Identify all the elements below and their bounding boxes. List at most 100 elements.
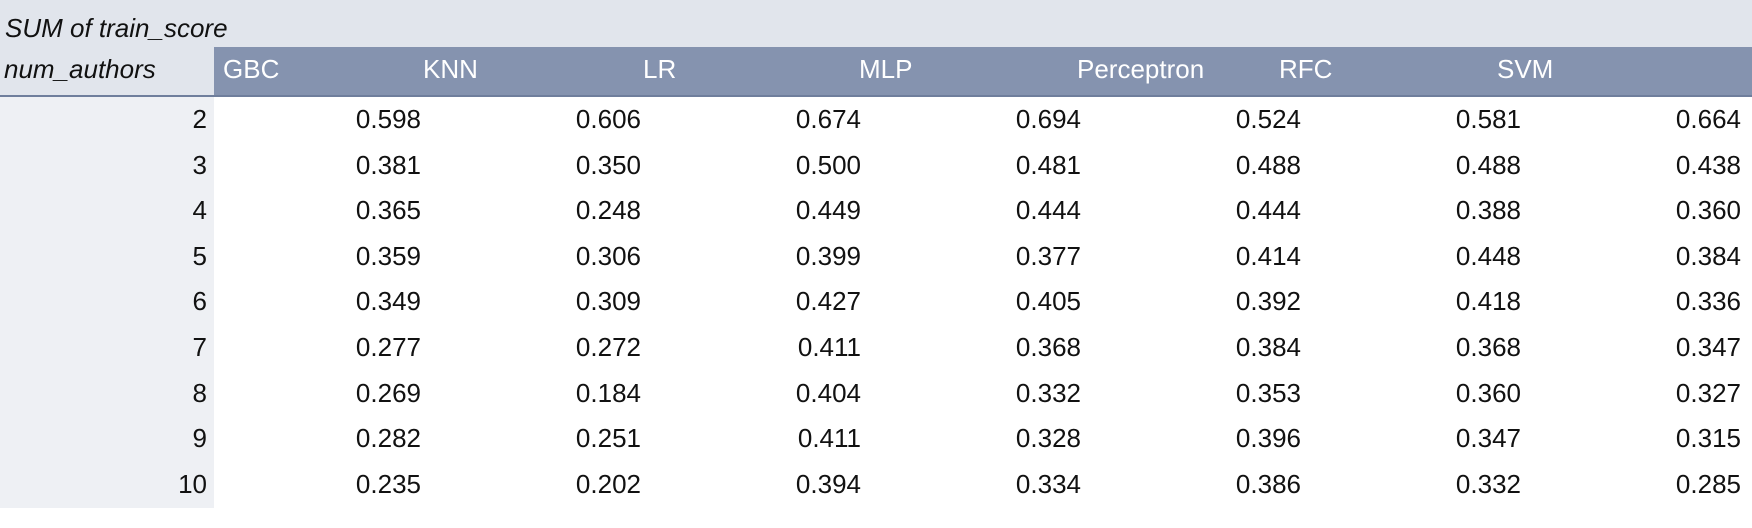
table-cell[interactable]: 0.184	[427, 371, 647, 417]
table-cell[interactable]: 0.360	[1527, 188, 1747, 234]
header-divider	[0, 95, 1752, 97]
cell-value: 0.448	[1455, 240, 1521, 271]
table-cell[interactable]: 0.581	[1307, 97, 1527, 143]
row-label-text: 2	[192, 104, 207, 134]
table-cell[interactable]: 0.272	[427, 325, 647, 371]
row-label[interactable]: 3	[0, 143, 214, 189]
table-row: 3 0.381 0.350 0.500 0.481 0.488 0.488 0.438	[0, 143, 1752, 189]
cell-value: 0.272	[575, 332, 641, 362]
table-cell[interactable]: 0.251	[427, 416, 647, 462]
table-cell[interactable]: 0.694	[867, 97, 1087, 143]
row-label[interactable]: 5	[0, 234, 214, 280]
table-cell[interactable]: 0.282	[207, 416, 427, 462]
table-cell[interactable]: 0.392	[1087, 279, 1307, 325]
table-cell[interactable]: 0.427	[647, 279, 867, 325]
table-row: 10 0.235 0.202 0.394 0.334 0.386 0.332 0.285	[0, 462, 1752, 508]
table-cell[interactable]: 0.394	[647, 462, 867, 508]
table-cell[interactable]: 0.377	[867, 234, 1087, 280]
column-header-label: MLP	[859, 54, 913, 84]
table-cell[interactable]: 0.347	[1307, 416, 1527, 462]
table-cell[interactable]: 0.414	[1087, 234, 1307, 280]
table-cell[interactable]: 0.448	[1307, 234, 1527, 280]
column-header-knn[interactable]: KNN	[414, 47, 634, 95]
cell-value: 0.674	[795, 104, 861, 134]
table-cell[interactable]: 0.481	[867, 143, 1087, 189]
table-cell[interactable]: 0.368	[867, 325, 1087, 371]
table-cell[interactable]: 0.285	[1527, 462, 1747, 508]
table-cell[interactable]: 0.404	[647, 371, 867, 417]
table-cell[interactable]: 0.674	[647, 97, 867, 143]
row-label[interactable]: 9	[0, 416, 214, 462]
table-cell[interactable]: 0.202	[427, 462, 647, 508]
table-cell[interactable]: 0.606	[427, 97, 647, 143]
row-label[interactable]: 7	[0, 325, 214, 371]
table-cell[interactable]: 0.269	[207, 371, 427, 417]
table-cell[interactable]: 0.444	[867, 188, 1087, 234]
table-cell[interactable]: 0.488	[1307, 143, 1527, 189]
table-cell[interactable]: 0.449	[647, 188, 867, 234]
pivot-title[interactable]: SUM of train_score	[5, 13, 228, 43]
cell-value: 0.359	[355, 240, 421, 271]
table-cell[interactable]: 0.396	[1087, 416, 1307, 462]
cell-value: 0.405	[1015, 286, 1081, 317]
table-cell[interactable]: 0.359	[207, 234, 427, 280]
row-field-header[interactable]: num_authors	[0, 47, 214, 95]
table-cell[interactable]: 0.524	[1087, 97, 1307, 143]
column-header-mlp[interactable]: MLP	[850, 47, 1070, 95]
table-cell[interactable]: 0.381	[207, 143, 427, 189]
table-cell[interactable]: 0.248	[427, 188, 647, 234]
table-cell[interactable]: 0.309	[427, 279, 647, 325]
column-header-lr[interactable]: LR	[634, 47, 854, 95]
column-header-rfc[interactable]: RFC	[1270, 47, 1490, 95]
cell-value: 0.411	[797, 332, 861, 362]
table-cell[interactable]: 0.598	[207, 97, 427, 143]
row-field-label: num_authors	[4, 54, 156, 84]
cell-value: 0.664	[1675, 104, 1741, 134]
table-cell[interactable]: 0.438	[1527, 143, 1747, 189]
table-cell[interactable]: 0.388	[1307, 188, 1527, 234]
table-cell[interactable]: 0.332	[867, 371, 1087, 417]
table-cell[interactable]: 0.405	[867, 279, 1087, 325]
table-cell[interactable]: 0.500	[647, 143, 867, 189]
table-cell[interactable]: 0.277	[207, 325, 427, 371]
table-cell[interactable]: 0.386	[1087, 462, 1307, 508]
cell-value: 0.427	[795, 286, 861, 317]
row-label[interactable]: 4	[0, 188, 214, 234]
row-label[interactable]: 8	[0, 371, 214, 417]
table-cell[interactable]: 0.664	[1527, 97, 1747, 143]
table-cell[interactable]: 0.334	[867, 462, 1087, 508]
table-cell[interactable]: 0.353	[1087, 371, 1307, 417]
row-label[interactable]: 2	[0, 97, 214, 143]
table-cell[interactable]: 0.411	[647, 416, 867, 462]
row-label[interactable]: 6	[0, 279, 214, 325]
cell-value: 0.306	[575, 240, 641, 271]
table-cell[interactable]: 0.360	[1307, 371, 1527, 417]
table-cell[interactable]: 0.315	[1527, 416, 1747, 462]
table-cell[interactable]: 0.332	[1307, 462, 1527, 508]
table-cell[interactable]: 0.328	[867, 416, 1087, 462]
table-cell[interactable]: 0.235	[207, 462, 427, 508]
table-cell[interactable]: 0.488	[1087, 143, 1307, 189]
table-cell[interactable]: 0.306	[427, 234, 647, 280]
cell-value: 0.384	[1675, 240, 1741, 271]
table-cell[interactable]: 0.365	[207, 188, 427, 234]
table-cell[interactable]: 0.368	[1307, 325, 1527, 371]
table-cell[interactable]: 0.327	[1527, 371, 1747, 417]
table-cell[interactable]: 0.444	[1087, 188, 1307, 234]
pivot-title-row: SUM of train_score	[0, 0, 1752, 47]
table-cell[interactable]: 0.384	[1087, 325, 1307, 371]
table-cell[interactable]: 0.399	[647, 234, 867, 280]
row-label[interactable]: 10	[0, 462, 214, 508]
table-cell[interactable]: 0.336	[1527, 279, 1747, 325]
column-header-gbc[interactable]: GBC	[214, 47, 434, 95]
table-cell[interactable]: 0.384	[1527, 234, 1747, 280]
table-cell[interactable]: 0.418	[1307, 279, 1527, 325]
table-cell[interactable]: 0.349	[207, 279, 427, 325]
cell-value: 0.384	[1235, 332, 1301, 362]
column-header-svm[interactable]: SVM	[1488, 47, 1708, 95]
table-cell[interactable]: 0.347	[1527, 325, 1747, 371]
table-cell[interactable]: 0.350	[427, 143, 647, 189]
table-cell[interactable]: 0.411	[647, 325, 867, 371]
column-header-perceptron[interactable]: Perceptron	[1068, 47, 1288, 95]
column-header-label: RFC	[1279, 54, 1333, 84]
